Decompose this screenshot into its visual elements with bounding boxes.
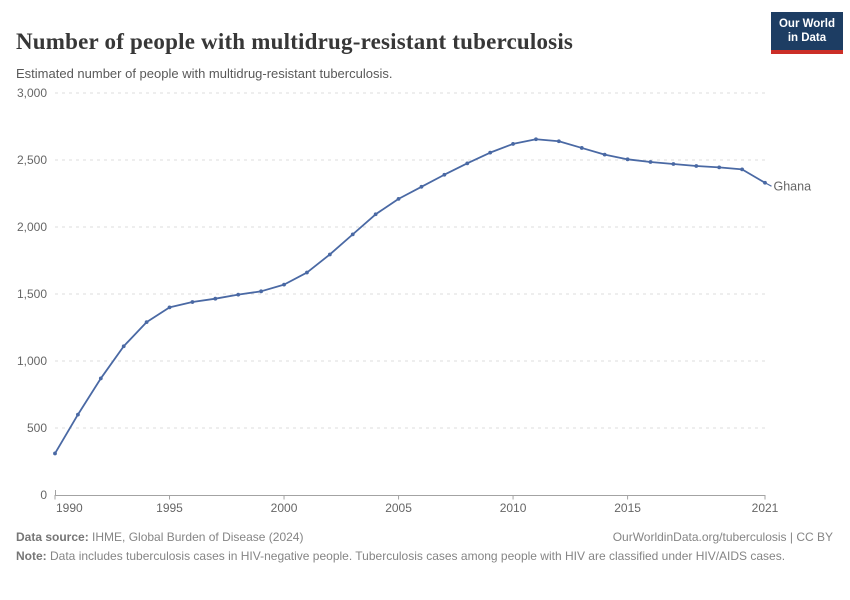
note-line: Note: Data includes tuberculosis cases i… bbox=[16, 549, 796, 564]
series-polyline[interactable] bbox=[54, 138, 766, 455]
data-point-marker[interactable] bbox=[465, 161, 470, 166]
x-tick-label: 2010 bbox=[500, 501, 527, 515]
y-tick-label: 1,000 bbox=[17, 354, 47, 368]
chart-subtitle: Estimated number of people with multidru… bbox=[16, 66, 393, 81]
owid-logo-line2: in Data bbox=[787, 32, 827, 45]
note-label: Note: bbox=[16, 549, 47, 563]
data-point-marker[interactable] bbox=[282, 282, 286, 287]
y-tick-label: 3,000 bbox=[17, 86, 47, 100]
data-point-marker[interactable] bbox=[190, 300, 195, 304]
data-source-text: IHME, Global Burden of Disease (2024) bbox=[88, 530, 304, 544]
chart-footer: Data source: IHME, Global Burden of Dise… bbox=[16, 530, 833, 564]
x-tick-label: 2000 bbox=[271, 501, 298, 515]
owid-logo-line1: Our World bbox=[778, 18, 835, 30]
data-point-marker[interactable] bbox=[511, 142, 515, 146]
x-axis-labels: 1990 1995 2000 2005 2010 2015 2021 bbox=[56, 501, 779, 515]
data-point-marker[interactable] bbox=[419, 184, 424, 189]
data-point-marker[interactable] bbox=[534, 137, 538, 142]
data-point-marker[interactable] bbox=[236, 292, 241, 297]
data-point-marker[interactable] bbox=[717, 165, 722, 170]
x-tick-label: 1995 bbox=[156, 501, 183, 515]
series-label-connector bbox=[765, 182, 772, 187]
y-tick-label: 1,500 bbox=[17, 287, 47, 301]
y-gridlines bbox=[55, 92, 765, 429]
license-link[interactable]: OurWorldinData.org/tuberculosis | CC BY bbox=[612, 530, 833, 544]
series-label[interactable]: Ghana bbox=[774, 180, 812, 194]
x-tick-label: 2021 bbox=[752, 501, 779, 515]
y-tick-label: 2,000 bbox=[17, 220, 47, 234]
y-tick-label: 500 bbox=[27, 421, 47, 435]
y-axis-labels: 0 500 1,000 1,500 2,000 2,500 3,000 bbox=[17, 86, 47, 502]
data-point-marker[interactable] bbox=[305, 270, 309, 275]
y-tick-label: 2,500 bbox=[17, 153, 47, 167]
data-point-marker[interactable] bbox=[350, 232, 355, 237]
x-axis bbox=[54, 490, 766, 500]
data-point-marker[interactable] bbox=[213, 296, 218, 301]
data-source-label: Data source: bbox=[16, 530, 89, 544]
x-tick-label: 2005 bbox=[385, 501, 412, 515]
data-point-marker[interactable] bbox=[53, 451, 57, 456]
data-point-marker[interactable] bbox=[396, 196, 401, 201]
data-source-line: Data source: IHME, Global Burden of Dise… bbox=[16, 530, 303, 545]
data-point-marker[interactable] bbox=[76, 412, 80, 417]
data-point-marker[interactable] bbox=[259, 289, 264, 294]
data-point-marker[interactable] bbox=[373, 212, 378, 217]
note-text: Data includes tuberculosis cases in HIV-… bbox=[46, 549, 786, 563]
y-tick-label: 0 bbox=[40, 488, 47, 502]
data-point-marker[interactable] bbox=[671, 162, 676, 166]
data-point-marker[interactable] bbox=[648, 160, 653, 164]
data-point-marker[interactable] bbox=[121, 344, 126, 349]
data-point-marker[interactable] bbox=[602, 152, 607, 157]
data-series-group[interactable] bbox=[53, 137, 767, 456]
data-point-marker[interactable] bbox=[579, 146, 584, 150]
data-point-marker[interactable] bbox=[694, 164, 699, 168]
data-point-marker[interactable] bbox=[98, 376, 103, 381]
page-title: Number of people with multidrug-resistan… bbox=[16, 29, 574, 55]
data-point-marker[interactable] bbox=[740, 167, 744, 172]
data-point-marker[interactable] bbox=[556, 139, 561, 144]
data-point-marker[interactable] bbox=[327, 252, 332, 257]
data-point-marker[interactable] bbox=[442, 172, 447, 177]
data-point-marker[interactable] bbox=[625, 157, 630, 162]
owid-logo[interactable]: Our World in Data bbox=[770, 12, 843, 54]
data-point-marker[interactable] bbox=[167, 305, 172, 310]
data-point-marker[interactable] bbox=[144, 320, 149, 325]
x-tick-label: 1990 bbox=[56, 501, 83, 515]
data-point-marker[interactable] bbox=[488, 150, 493, 155]
x-tick-label: 2015 bbox=[614, 501, 641, 515]
